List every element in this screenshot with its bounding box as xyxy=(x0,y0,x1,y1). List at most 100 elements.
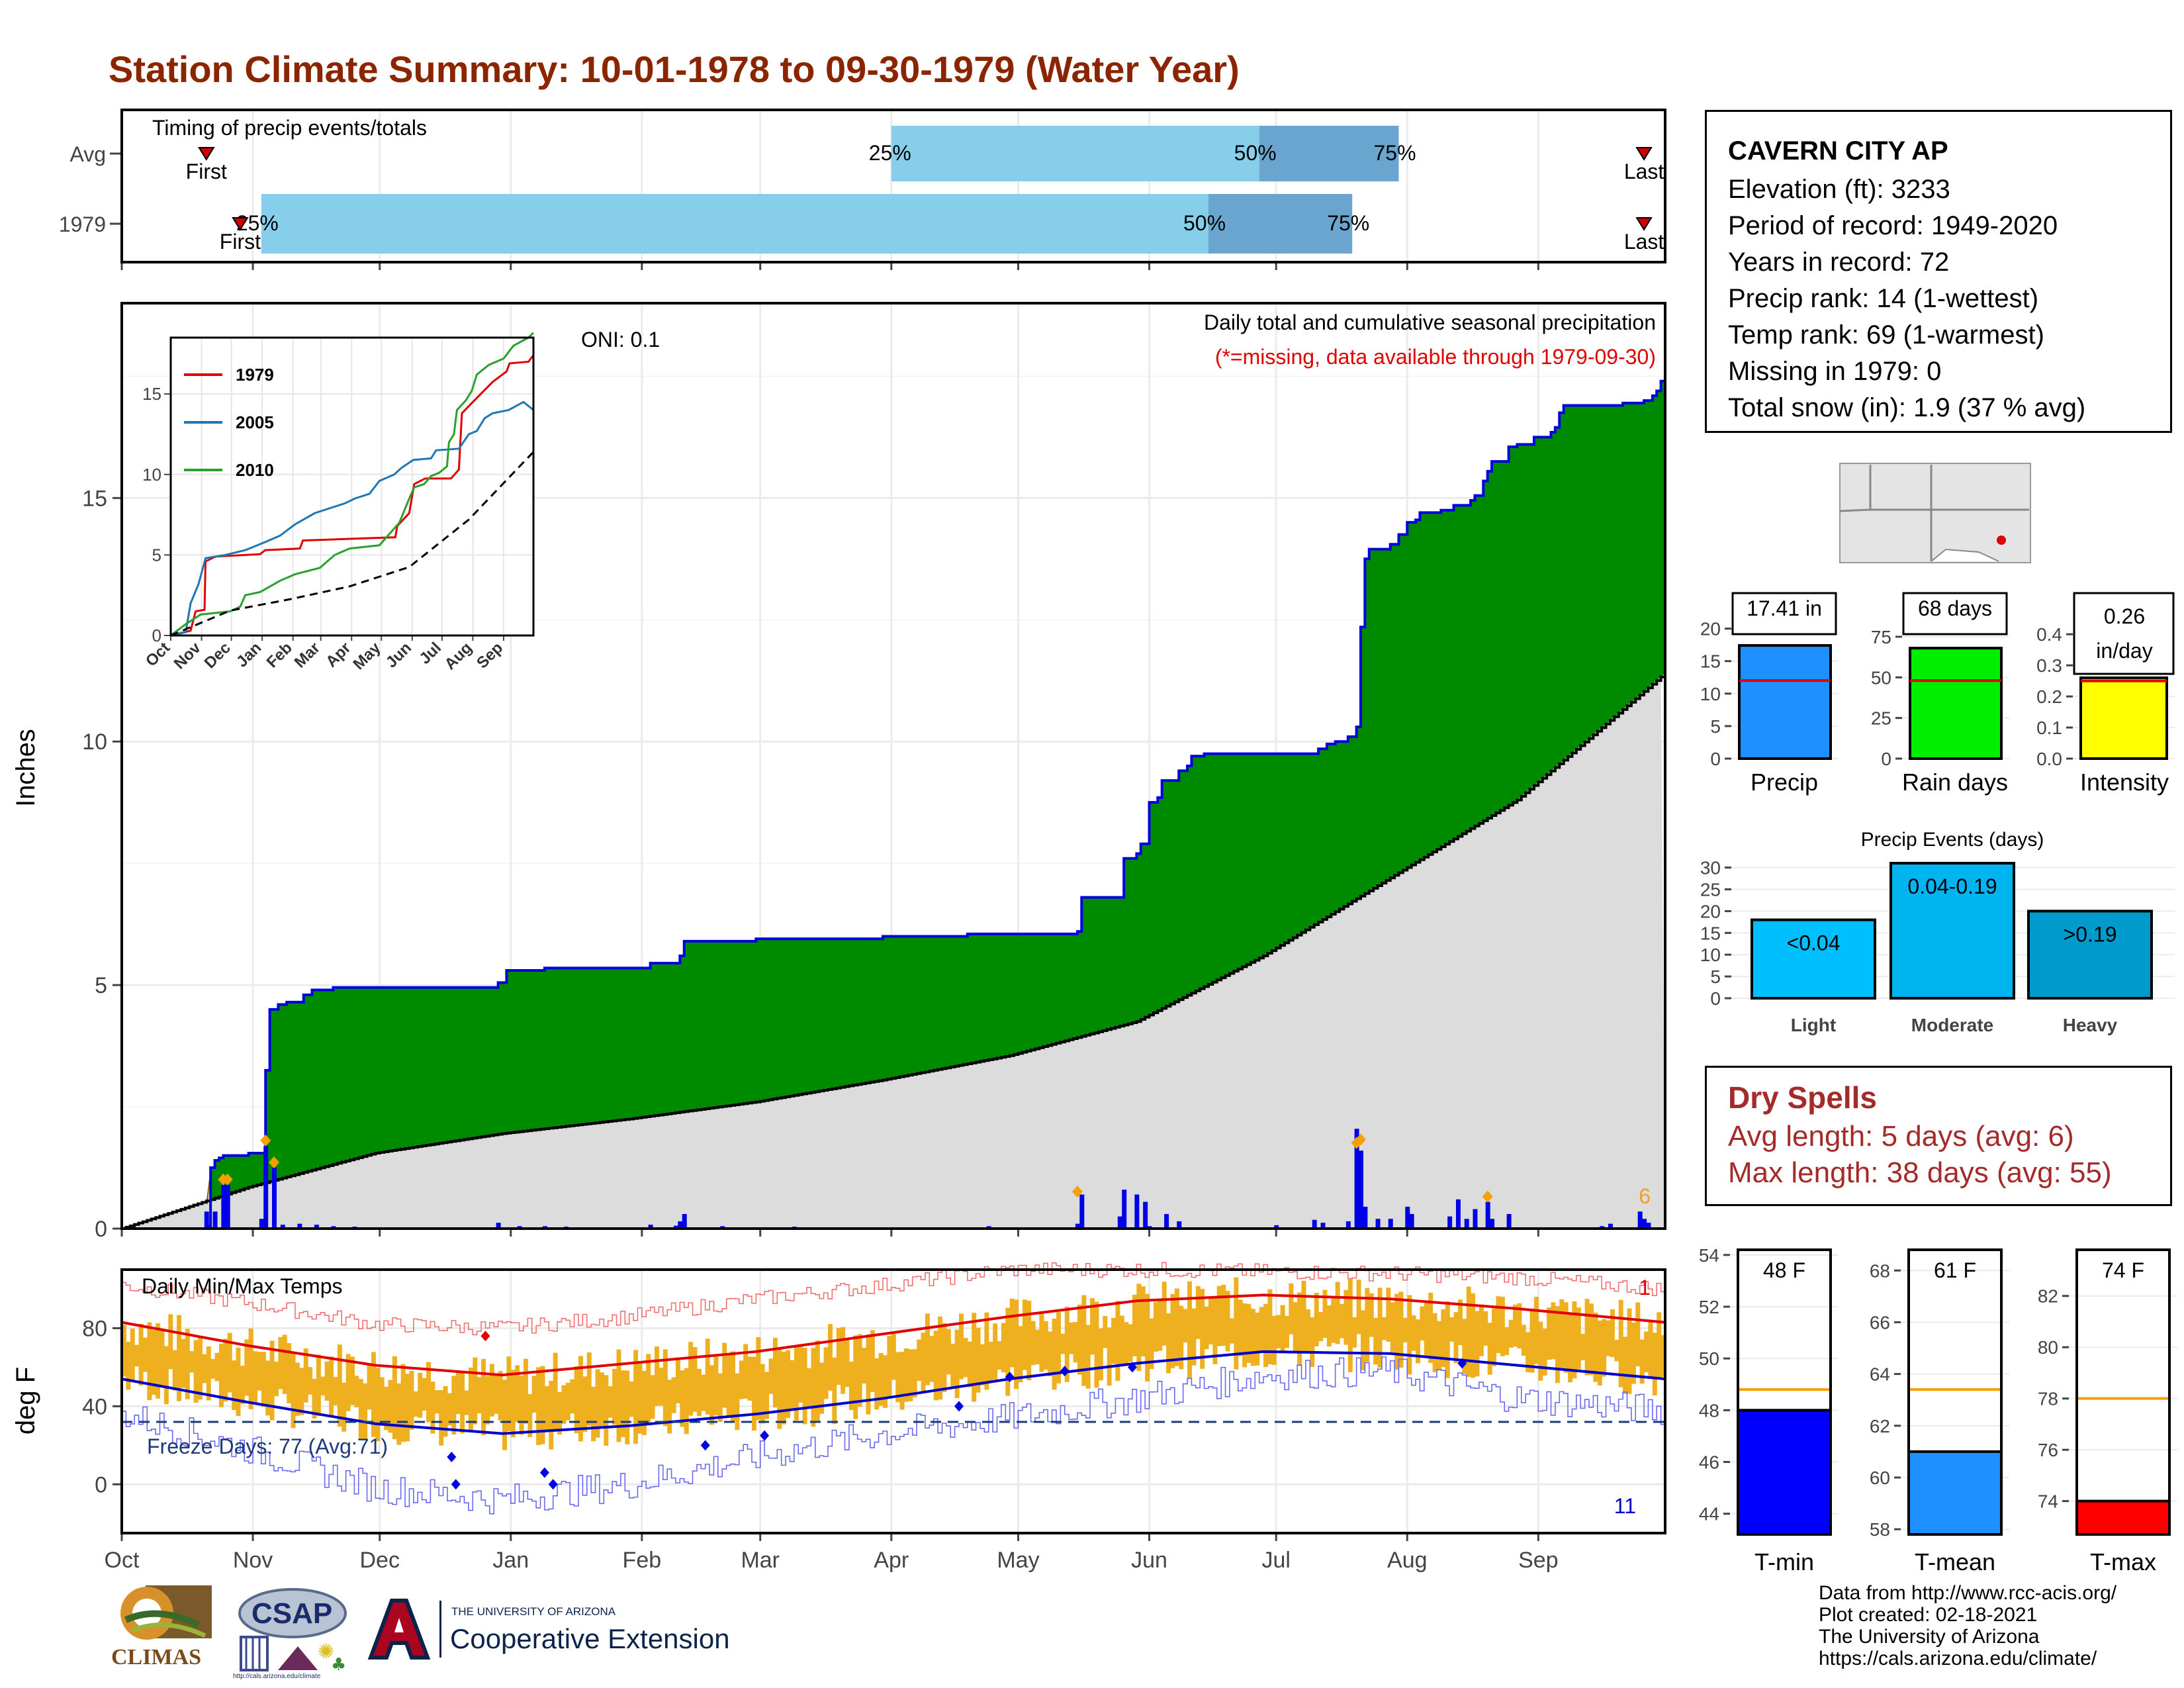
daily-temp-bar xyxy=(1547,1307,1552,1360)
t-min-ytick-label: 48 xyxy=(1699,1400,1719,1421)
daily-precip-bar xyxy=(263,1145,269,1229)
daily-temp-bar xyxy=(1204,1306,1209,1350)
t-mean-ytick-label: 62 xyxy=(1870,1416,1890,1436)
csap-logo: ✺ ♣ CSAP http://cals.arizona.edu/climate xyxy=(232,1585,351,1685)
credit-url: https://cals.arizona.edu/climate/ xyxy=(1819,1648,2097,1669)
daily-temp-bar xyxy=(1521,1325,1526,1356)
daily-temp-bar xyxy=(1250,1309,1255,1366)
daily-temp-bar xyxy=(468,1368,473,1431)
daily-temp-bar xyxy=(333,1377,338,1405)
t-max-label: 74 F xyxy=(2102,1258,2144,1282)
daily-temp-bar xyxy=(591,1386,596,1442)
timing-p75-label: 75% xyxy=(1327,211,1369,235)
precip-total-label-box xyxy=(1731,592,1837,635)
daily-temp-bar xyxy=(413,1391,418,1417)
daily-temp-bar xyxy=(126,1341,131,1390)
t-mean-label: 61 F xyxy=(1934,1258,1976,1282)
daily-temp-bar xyxy=(1369,1293,1374,1337)
t-min-label: 48 F xyxy=(1763,1258,1805,1282)
daily-precip-bar xyxy=(1164,1213,1169,1229)
daily-temp-bar xyxy=(862,1348,867,1384)
daily-temp-bar xyxy=(1179,1305,1184,1370)
daily-temp-bar xyxy=(354,1376,359,1408)
temp-panel-border xyxy=(120,1268,1666,1534)
daily-temp-bar xyxy=(147,1322,152,1401)
precip-events-ytick-label: 20 xyxy=(1700,901,1721,921)
month-label: Apr xyxy=(874,1548,909,1573)
daily-temp-bar xyxy=(1576,1307,1581,1370)
daily-temp-bar xyxy=(253,1351,258,1403)
month-label: Sep xyxy=(1518,1548,1559,1573)
state-borders xyxy=(1839,465,2029,561)
daily-temp-bar xyxy=(1398,1291,1404,1368)
daily-temp-bar xyxy=(655,1346,660,1406)
daily-temp-bar xyxy=(743,1344,749,1399)
daily-temp-bar xyxy=(236,1347,241,1417)
daily-precip-bar xyxy=(1473,1209,1478,1229)
t-max-ytick-label: 78 xyxy=(2038,1389,2058,1409)
daily-temp-bar xyxy=(1128,1324,1133,1362)
svg-text:✺: ✺ xyxy=(318,1640,334,1664)
daily-temp-bar xyxy=(464,1390,469,1415)
daily-temp-bar xyxy=(709,1365,715,1425)
daily-temp-bar xyxy=(1305,1309,1310,1353)
inset-ytick-label: 5 xyxy=(152,545,161,565)
daily-temp-bar xyxy=(942,1323,947,1392)
record-low-marker xyxy=(700,1440,710,1451)
daily-temp-bar xyxy=(599,1372,604,1428)
daily-temp-bar xyxy=(1602,1319,1607,1377)
daily-temp-bar xyxy=(891,1333,896,1380)
average-cumulative-fill xyxy=(122,677,1665,1229)
daily-temp-bar xyxy=(1416,1319,1421,1364)
daily-temp-bar xyxy=(794,1345,799,1421)
station-location-dot xyxy=(1997,536,2006,545)
intensity-category: Intensity xyxy=(2080,769,2169,796)
last-label: Last xyxy=(1624,230,1664,254)
daily-precip-bar xyxy=(678,1221,683,1229)
daily-temp-bar xyxy=(506,1356,512,1432)
daily-temp-bar xyxy=(1644,1331,1649,1373)
daily-temp-bar xyxy=(1001,1323,1006,1373)
timing-p50-label: 50% xyxy=(1183,211,1226,235)
daily-temp-bar xyxy=(997,1340,1002,1370)
daily-temp-bar xyxy=(684,1368,689,1434)
dry-spells-avg: Avg length: 5 days (avg: 6) xyxy=(1728,1120,2074,1152)
daily-temp-bar xyxy=(976,1327,981,1393)
precip-events-bar xyxy=(2027,910,2153,1000)
daily-temp-bar xyxy=(1301,1280,1306,1351)
avg-low-line xyxy=(121,1350,1666,1435)
timing-p25-label: 25% xyxy=(869,141,911,165)
precip-subtitle: (*=missing, data available through 1979-… xyxy=(1215,345,1656,369)
daily-temp-bar xyxy=(781,1352,786,1425)
daily-temp-bar xyxy=(1593,1312,1598,1382)
daily-temp-bar xyxy=(823,1347,829,1399)
month-label: Jan xyxy=(492,1548,529,1573)
station-years: Years in record: 72 xyxy=(1728,248,1950,277)
daily-temp-bar xyxy=(1267,1289,1273,1364)
daily-temp-bar xyxy=(1551,1302,1556,1360)
month-label: Jul xyxy=(1261,1548,1290,1573)
daily-temp-bar xyxy=(1195,1286,1201,1339)
daily-precip-bar xyxy=(272,1168,277,1229)
precip-events-bar xyxy=(1751,918,1876,1000)
record-precip-marker xyxy=(1482,1190,1493,1203)
daily-temp-bar xyxy=(1212,1297,1218,1364)
daily-temp-bar xyxy=(895,1352,901,1403)
timing-p75-label: 75% xyxy=(1373,141,1416,165)
daily-temp-bar xyxy=(1238,1299,1243,1356)
daily-temp-bar xyxy=(540,1366,545,1444)
daily-temp-bar xyxy=(1081,1295,1087,1386)
csap-logo-text: CSAP xyxy=(251,1597,333,1630)
daily-temp-bar xyxy=(163,1346,169,1405)
daily-temp-bar xyxy=(396,1383,402,1445)
precip-events-category: Moderate xyxy=(1911,1015,1993,1035)
daily-temp-bar xyxy=(358,1379,363,1439)
daily-temp-bar xyxy=(1475,1311,1480,1377)
daily-temp-bar xyxy=(1022,1299,1027,1370)
precip-total-ytick-label: 10 xyxy=(1700,684,1721,704)
intensity-label-box xyxy=(2073,592,2175,675)
daily-temp-bar xyxy=(206,1346,211,1401)
daily-temp-bar xyxy=(218,1343,224,1407)
daily-temp-bar xyxy=(1411,1315,1416,1351)
daily-temp-bar xyxy=(223,1338,228,1402)
